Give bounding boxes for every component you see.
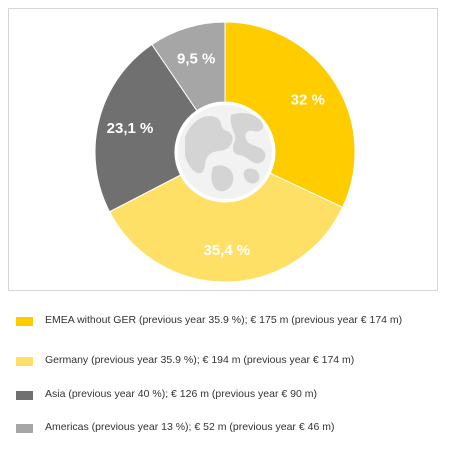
legend-label-germany: Germany (previous year 35.9 %); € 194 m … bbox=[45, 354, 355, 366]
chart-frame: 32 % 35,4 % 23,1 % 9,5 % bbox=[8, 8, 438, 291]
legend-item-americas: Americas (previous year 13 %); € 52 m (p… bbox=[16, 419, 436, 449]
legend-label-americas: Americas (previous year 13 %); € 52 m (p… bbox=[45, 421, 335, 433]
legend-swatch-americas bbox=[16, 424, 33, 433]
legend-label-asia: Asia (previous year 40 %); € 126 m (prev… bbox=[45, 388, 317, 400]
slice-label-americas: 9,5 % bbox=[177, 50, 215, 67]
legend-label-emea: EMEA without GER (previous year 35.9 %);… bbox=[45, 314, 403, 326]
legend-swatch-germany bbox=[16, 357, 33, 366]
legend-item-asia: Asia (previous year 40 %); € 126 m (prev… bbox=[16, 386, 436, 419]
globe-icon bbox=[178, 105, 272, 199]
slice-label-asia: 23,1 % bbox=[107, 120, 154, 137]
donut-chart: 32 % 35,4 % 23,1 % 9,5 % bbox=[94, 21, 356, 283]
legend-item-germany: Germany (previous year 35.9 %); € 194 m … bbox=[16, 352, 436, 386]
slice-label-germany: 35,4 % bbox=[203, 242, 250, 259]
legend-swatch-emea bbox=[16, 317, 33, 326]
legend-item-emea: EMEA without GER (previous year 35.9 %);… bbox=[16, 312, 436, 352]
slice-label-emea: 32 % bbox=[291, 91, 325, 108]
legend: EMEA without GER (previous year 35.9 %);… bbox=[16, 312, 436, 449]
legend-swatch-asia bbox=[16, 391, 33, 400]
